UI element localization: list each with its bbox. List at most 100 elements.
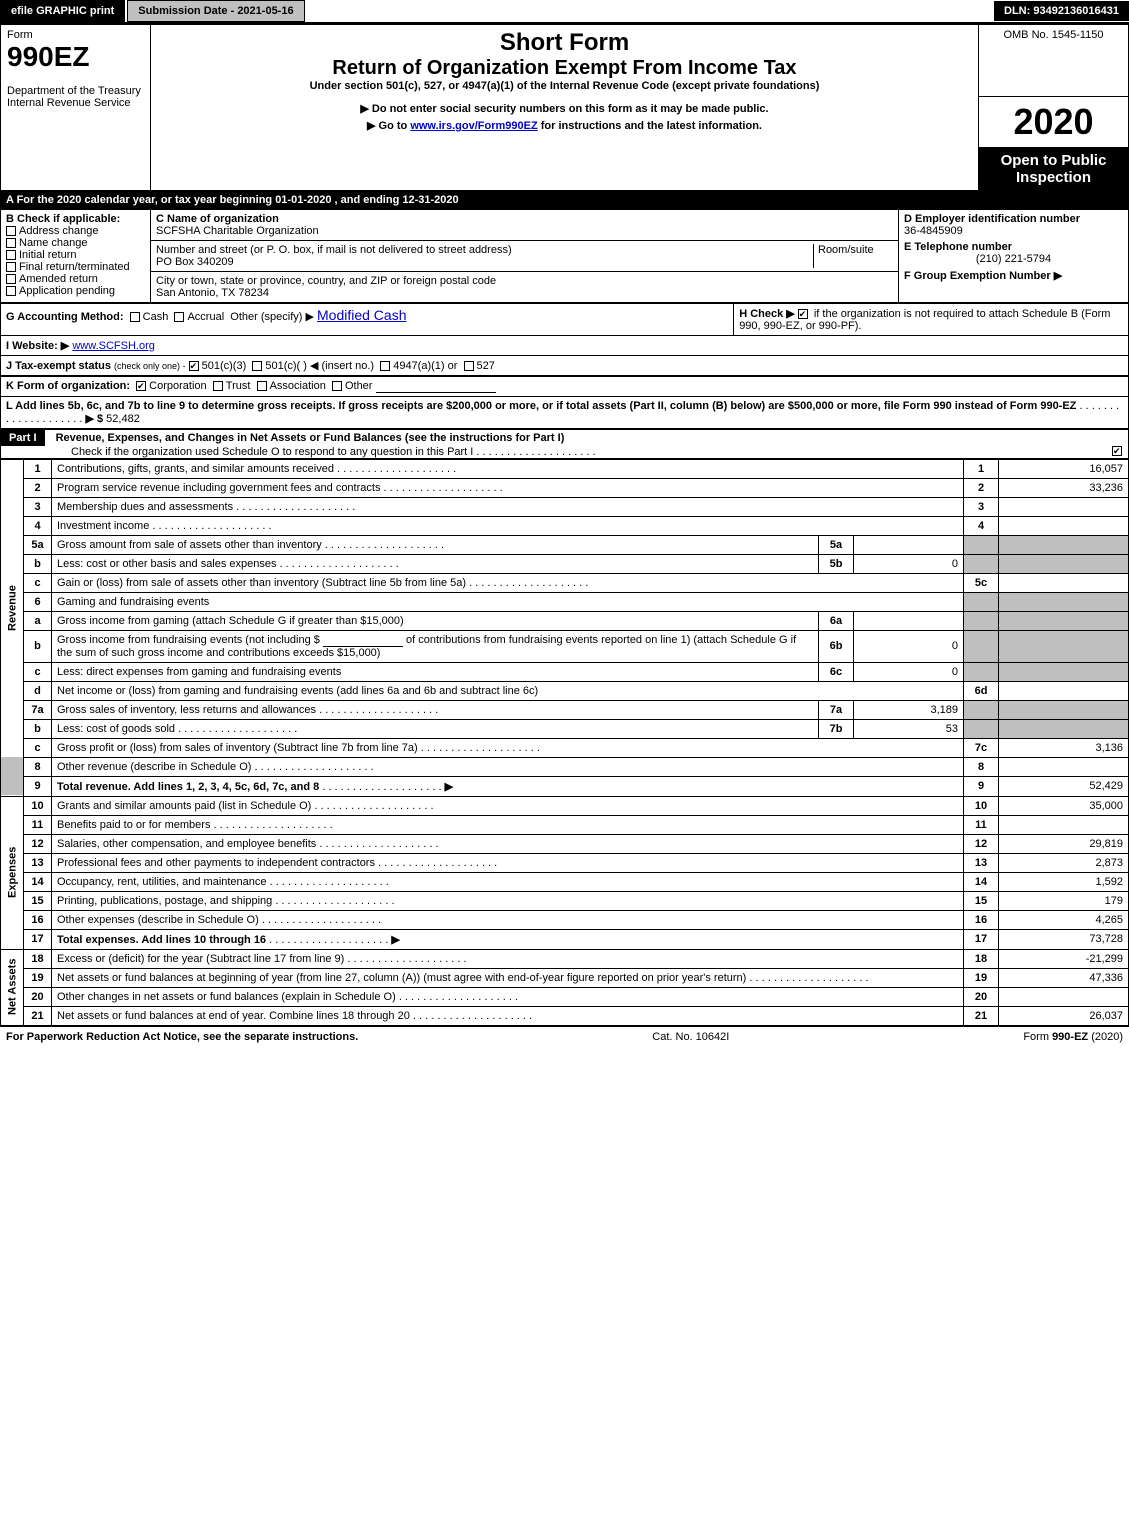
line-amount: 52,429 [999,776,1129,796]
h-check-label: H Check ▶ [739,308,795,320]
line-num: c [24,573,52,592]
submission-date-button[interactable]: Submission Date - 2021-05-16 [127,0,304,22]
line-amount: 1,592 [999,872,1129,891]
trust-checkbox[interactable] [213,381,223,391]
page-footer: For Paperwork Reduction Act Notice, see … [0,1026,1129,1047]
line-num: 8 [24,757,52,776]
line-text: Printing, publications, postage, and shi… [57,895,272,907]
line-num: 20 [24,987,52,1006]
line-box: 19 [964,968,999,987]
line-box: 1 [964,459,999,478]
line-box: 13 [964,853,999,872]
line-num: 16 [24,910,52,929]
line-text: Gross income from gaming (attach Schedul… [57,615,404,627]
inner-amount: 0 [854,662,964,681]
cash-checkbox[interactable] [130,312,140,322]
schedule-o-checkbox[interactable] [1112,446,1122,456]
g-h-section: G Accounting Method: Cash Accrual Other … [0,303,1129,376]
final-return-checkbox[interactable] [6,262,16,272]
line-amount: -21,299 [999,949,1129,968]
inner-box: 5b [819,554,854,573]
ssn-notice: ▶ Do not enter social security numbers o… [157,100,972,117]
h-schedule-b-checkbox[interactable] [798,309,808,319]
phone-value: (210) 221-5794 [904,253,1123,265]
line-amount: 179 [999,891,1129,910]
arrow-icon: ▶ [445,781,453,793]
line-num: 18 [24,949,52,968]
revenue-section-label: Revenue [1,459,24,757]
l-gross-receipts-text: L Add lines 5b, 6c, and 7b to line 9 to … [6,400,1076,412]
line-text: Net assets or fund balances at end of ye… [57,1010,410,1022]
line-num: b [24,630,52,662]
line-amount: 73,728 [999,929,1129,949]
line-num: 7a [24,700,52,719]
501c3-checkbox[interactable] [189,361,199,371]
accounting-other-value[interactable]: Modified Cash [317,307,407,323]
e-phone-label: E Telephone number [904,241,1123,253]
inner-box: 5a [819,535,854,554]
line-amount [999,573,1129,592]
line-num: 19 [24,968,52,987]
4947-checkbox[interactable] [380,361,390,371]
under-section-text: Under section 501(c), 527, or 4947(a)(1)… [157,80,972,92]
part1-lines-table: Revenue 1 Contributions, gifts, grants, … [0,459,1129,1026]
line-box: 10 [964,796,999,815]
line-text: Other changes in net assets or fund bala… [57,991,396,1003]
line-num: 5a [24,535,52,554]
line-amount [999,516,1129,535]
line-num: b [24,554,52,573]
h-text: if the organization is not required to a… [739,308,1110,332]
inner-amount: 0 [854,630,964,662]
line-num: 13 [24,853,52,872]
ein-value: 36-4845909 [904,225,1123,237]
k-form-org-label: K Form of organization: [6,380,130,392]
street-value: PO Box 340209 [156,256,813,268]
527-label: 527 [477,360,495,372]
line-text: Salaries, other compensation, and employ… [57,838,316,850]
dept-treasury: Department of the Treasury [7,85,144,97]
line-text: Occupancy, rent, utilities, and maintena… [57,876,267,888]
line-box: 7c [964,738,999,757]
website-link[interactable]: www.SCFSH.org [72,340,155,352]
goto-notice: ▶ Go to www.irs.gov/Form990EZ for instru… [157,117,972,134]
line-num: 14 [24,872,52,891]
line-box: 4 [964,516,999,535]
return-title: Return of Organization Exempt From Incom… [157,57,972,80]
name-change-checkbox[interactable] [6,238,16,248]
part1-title: Revenue, Expenses, and Changes in Net As… [48,432,565,444]
line-text: Grants and similar amounts paid (list in… [57,800,311,812]
line-amount: 3,136 [999,738,1129,757]
irs-link[interactable]: www.irs.gov/Form990EZ [410,120,537,132]
line-box: 18 [964,949,999,968]
app-pending-checkbox[interactable] [6,286,16,296]
line-box: 5c [964,573,999,592]
line-box: 8 [964,757,999,776]
inner-amount: 0 [854,554,964,573]
assoc-checkbox[interactable] [257,381,267,391]
f-arrow-icon: ▶ [1054,270,1062,282]
accrual-checkbox[interactable] [174,312,184,322]
line-text: Less: cost or other basis and sales expe… [57,558,277,570]
line-text: Excess or (deficit) for the year (Subtra… [57,953,344,965]
address-change-checkbox[interactable] [6,226,16,236]
line-text: Net assets or fund balances at beginning… [57,972,746,984]
form-number: 990EZ [7,41,144,73]
amended-return-checkbox[interactable] [6,274,16,284]
efile-print-button[interactable]: efile GRAPHIC print [0,0,125,22]
notice2-post: for instructions and the latest informat… [538,120,762,132]
501c-checkbox[interactable] [252,361,262,371]
j-tax-exempt-label: J Tax-exempt status [6,360,111,372]
i-website-label: I Website: ▶ [6,340,69,352]
netassets-section-label: Net Assets [1,949,24,1025]
4947-label: 4947(a)(1) or [393,360,457,372]
form-ref-post: (2020) [1088,1031,1123,1043]
line-box: 21 [964,1006,999,1025]
initial-return-checkbox[interactable] [6,250,16,260]
other-org-checkbox[interactable] [332,381,342,391]
inner-amount [854,535,964,554]
expenses-section-label: Expenses [1,796,24,949]
line-text: Contributions, gifts, grants, and simila… [57,463,334,475]
527-checkbox[interactable] [464,361,474,371]
corp-checkbox[interactable] [136,381,146,391]
501c3-label: 501(c)(3) [202,360,247,372]
